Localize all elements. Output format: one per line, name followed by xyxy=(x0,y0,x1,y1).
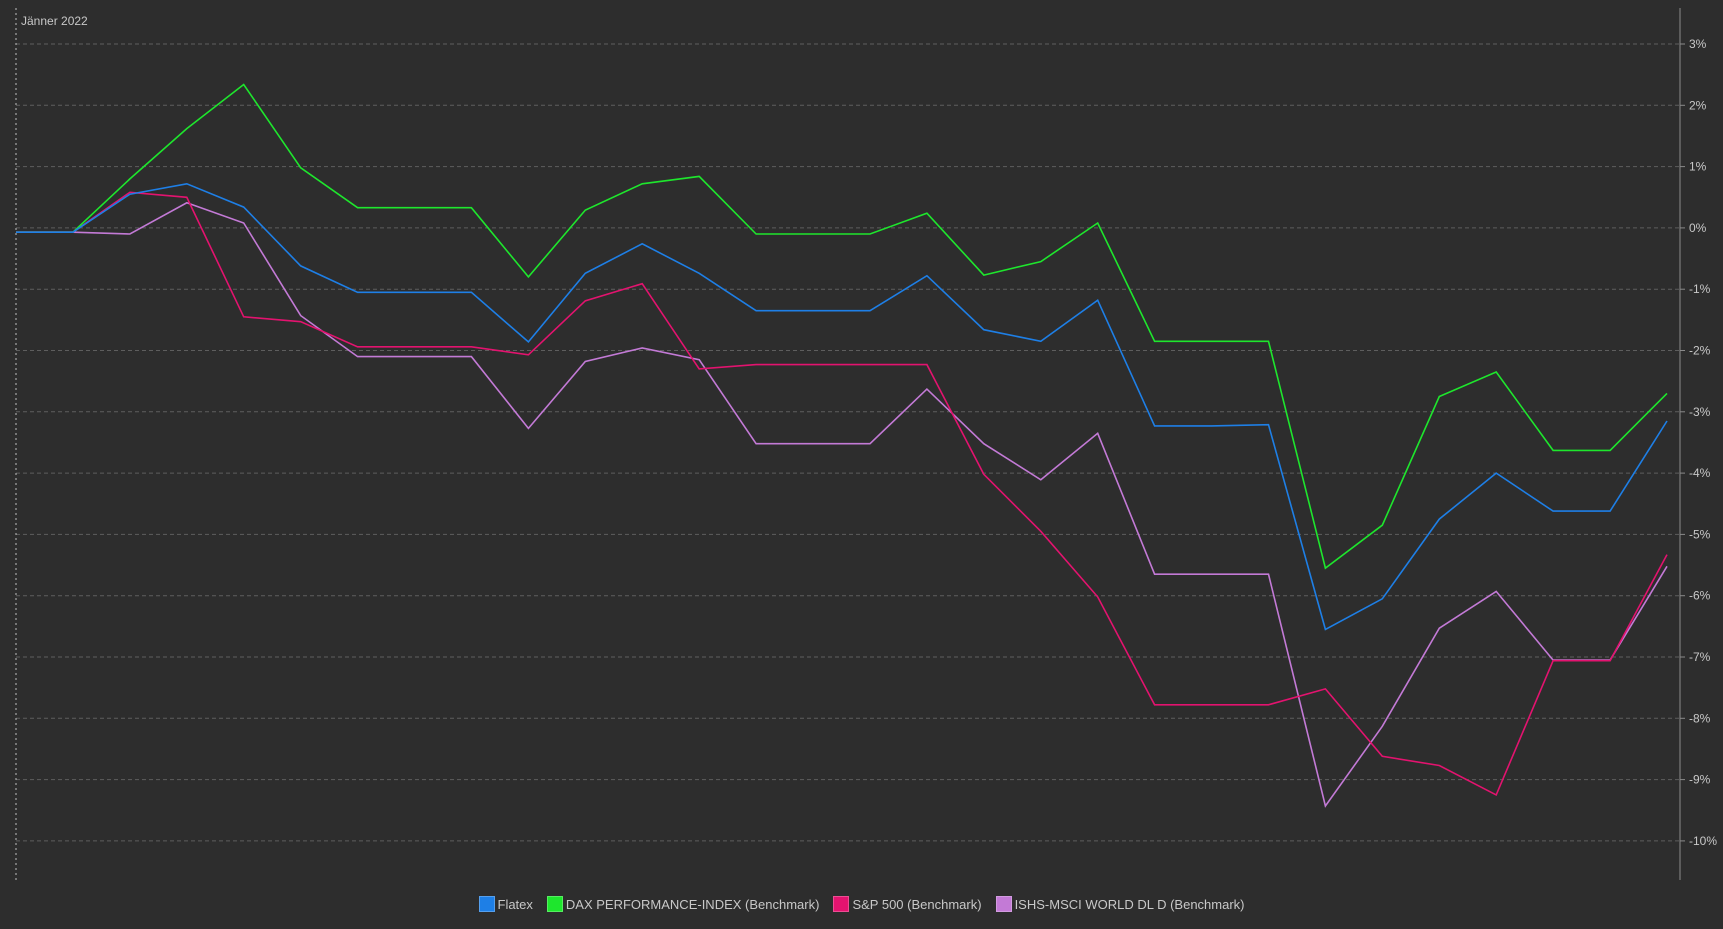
y-tick-label: -7% xyxy=(1689,650,1711,664)
y-tick-label: -9% xyxy=(1689,773,1711,787)
y-tick-label: -6% xyxy=(1689,589,1711,603)
series-line xyxy=(16,201,1668,808)
y-tick-label: -5% xyxy=(1689,527,1711,541)
y-tick-label: 1% xyxy=(1689,160,1707,174)
legend-swatch xyxy=(995,896,1012,912)
y-tick-label: -2% xyxy=(1689,344,1711,358)
series-layer xyxy=(16,83,1668,808)
axis-layer: 3% 2% 1% 0% -1% -2% -3% -4% -5% -6% -7% -8% -9% -10% xyxy=(15,8,1717,880)
legend-swatch xyxy=(546,896,563,912)
y-tick-label: 2% xyxy=(1689,98,1707,112)
legend-item[interactable]: ISHS-MSCI WORLD DL D (Benchmark) xyxy=(995,896,1245,912)
legend: Flatex DAX PERFORMANCE-INDEX (Benchmark) S… xyxy=(0,896,1723,912)
legend-item[interactable]: S&P 500 (Benchmark) xyxy=(833,896,982,912)
period-label: Jänner 2022 xyxy=(21,14,88,28)
legend-label: S&P 500 (Benchmark) xyxy=(852,896,982,912)
legend-label: Flatex xyxy=(497,896,533,912)
y-tick-label: -8% xyxy=(1689,711,1711,725)
series-line xyxy=(16,191,1668,797)
y-tick-label: -3% xyxy=(1689,405,1711,419)
legend-label: ISHS-MSCI WORLD DL D (Benchmark) xyxy=(1014,896,1245,912)
legend-swatch xyxy=(833,896,850,912)
series-line xyxy=(16,83,1668,570)
legend-item[interactable]: Flatex xyxy=(478,896,533,912)
y-tick-label: -4% xyxy=(1689,466,1711,480)
y-tick-label: -1% xyxy=(1689,282,1711,296)
y-tick-label: -10% xyxy=(1689,834,1717,848)
y-tick-label: 0% xyxy=(1689,221,1707,235)
legend-label: DAX PERFORMANCE-INDEX (Benchmark) xyxy=(565,896,820,912)
grid-layer xyxy=(16,43,1680,842)
legend-item[interactable]: DAX PERFORMANCE-INDEX (Benchmark) xyxy=(546,896,820,912)
legend-swatch xyxy=(478,896,495,912)
y-tick-label: 3% xyxy=(1689,37,1707,51)
series-line xyxy=(16,182,1668,631)
